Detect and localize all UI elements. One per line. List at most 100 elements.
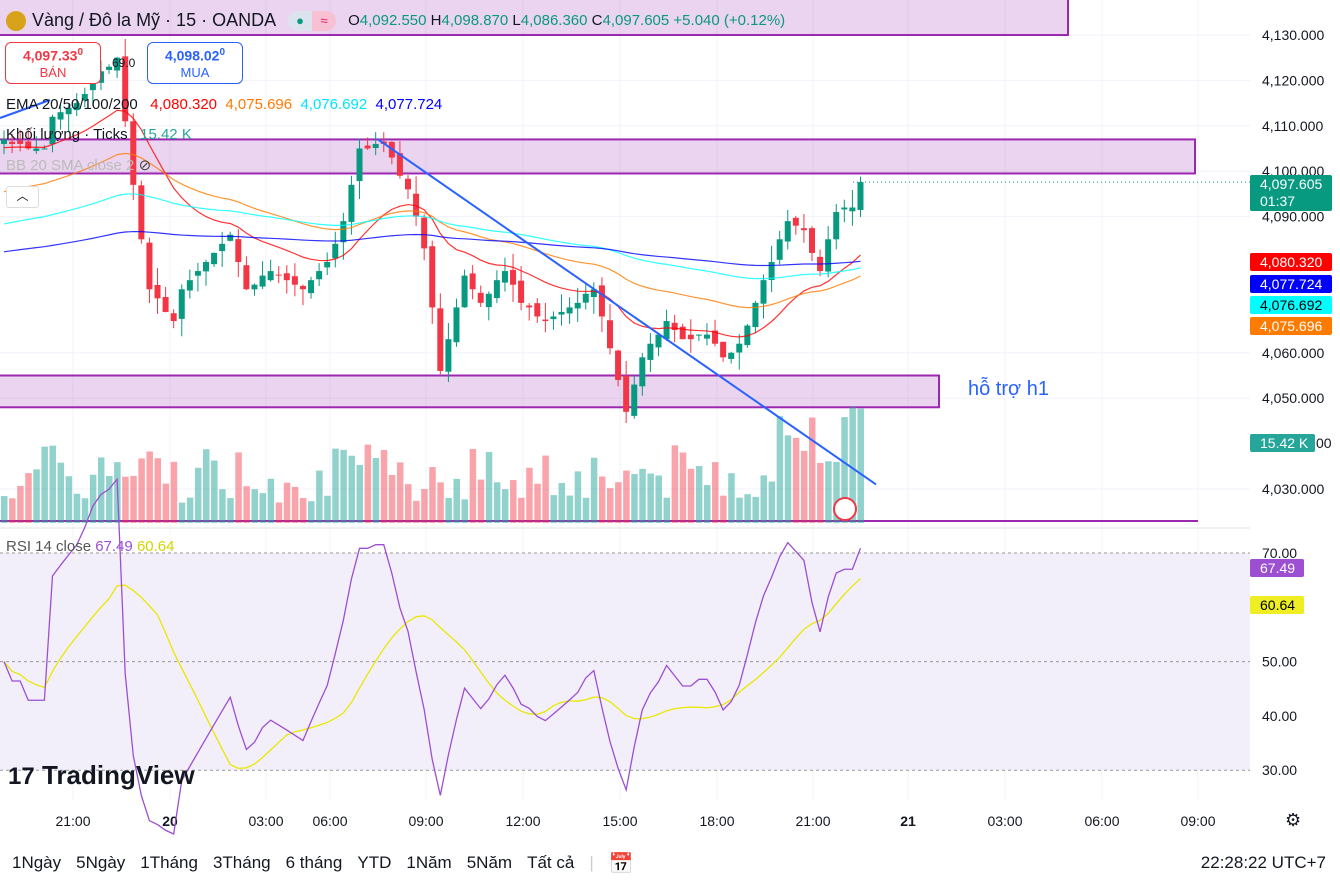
sell-button[interactable]: 4,097.330 BÁN (5, 42, 101, 84)
tradingview-logo[interactable]: 17 TradingView (8, 760, 195, 790)
range-1y[interactable]: 1Năm (406, 853, 452, 872)
candle-body (833, 212, 840, 240)
volume-bar (348, 455, 355, 523)
range-ytd[interactable]: YTD (357, 853, 392, 872)
time-tick: 12:00 (505, 813, 540, 829)
volume-bar (25, 473, 32, 523)
volume-bar (728, 473, 735, 523)
range-all[interactable]: Tất cả (527, 853, 575, 872)
volume-bar (122, 476, 129, 523)
volume-bar (97, 457, 105, 523)
divider: | (589, 853, 594, 872)
candle-body (792, 217, 799, 226)
volume-bar (485, 451, 493, 523)
candle-body (57, 112, 64, 120)
candle-body (703, 334, 710, 339)
candle-body (138, 185, 145, 240)
volume-bar (170, 461, 178, 523)
candle-body (550, 316, 557, 320)
volume-bar (768, 481, 776, 523)
volume-bar (477, 479, 485, 523)
candle-body (291, 276, 298, 285)
range-1d[interactable]: 1Ngày (12, 853, 62, 872)
clock[interactable]: 22:28:22 UTC+7 (1200, 853, 1326, 872)
ema100-line (3, 193, 861, 280)
rsi-tick: 40.00 (1262, 708, 1297, 724)
candle-body (227, 234, 234, 241)
settings-icon[interactable]: ⚙ (1285, 810, 1302, 830)
candle-body (542, 319, 549, 322)
candle-body (122, 56, 129, 122)
symbol-title[interactable]: Vàng / Đô la Mỹ · 15 · OANDA (32, 10, 277, 30)
volume-bar (800, 450, 808, 523)
volume-bar (623, 470, 630, 523)
candle-body (114, 57, 121, 71)
collapse-legend-button[interactable]: ︿ (6, 186, 39, 208)
ema100-label: 4,076.692 (1250, 296, 1332, 314)
rsi-label: 67.49 (1250, 559, 1304, 577)
candle-body (211, 252, 218, 265)
candle-body (712, 330, 719, 344)
candle-body (760, 280, 767, 304)
time-tick: 09:00 (1180, 813, 1215, 829)
candle-body (283, 273, 290, 281)
range-5y[interactable]: 5Năm (466, 853, 513, 872)
rsi-tick: 30.00 (1262, 762, 1297, 778)
volume-bar (703, 485, 711, 523)
volume-bar (712, 462, 719, 523)
candle-body (857, 182, 864, 210)
volume-bar (534, 483, 541, 523)
candle-body (299, 285, 306, 290)
hidden-eye-icon[interactable]: ⊘ (138, 157, 152, 174)
candle-body (81, 94, 88, 101)
volume-bar (550, 495, 557, 523)
ema-legend[interactable]: EMA 20/50/100/200 4,080.320 4,075.696 4,… (6, 96, 443, 113)
rsi-tick: 50.00 (1262, 654, 1297, 670)
time-tick: 06:00 (312, 813, 347, 829)
price-zone (0, 374, 940, 409)
volume-bar (380, 450, 388, 523)
volume-bar (235, 452, 242, 523)
range-1m[interactable]: 1Tháng (140, 853, 198, 872)
volume-bar (752, 496, 759, 523)
candle-body (784, 221, 791, 242)
volume-bar (332, 448, 339, 523)
candle-body (219, 243, 226, 252)
volume-bar (211, 460, 218, 523)
support-annotation[interactable]: hỗ trợ h1 (968, 378, 1049, 400)
candle-body (679, 326, 686, 340)
volume-legend[interactable]: Khối lượng · Ticks 15.42 K (6, 126, 192, 143)
rsi-tick: 70.00 (1262, 545, 1297, 561)
volume-bar (89, 474, 97, 523)
volume-bar (695, 466, 703, 523)
volume-bar (308, 501, 315, 523)
bb-legend[interactable]: BB 20 SMA close 2 ⊘ (6, 157, 152, 174)
rsi-legend[interactable]: RSI 14 close 67.49 60.64 (6, 538, 175, 555)
candle-body (9, 141, 16, 144)
candle-body (566, 307, 573, 314)
volume-label: 15.42 K (1250, 434, 1315, 452)
volume-bar (631, 474, 638, 523)
candle-body (800, 228, 807, 231)
range-6m[interactable]: 6 tháng (285, 853, 343, 872)
buy-button[interactable]: 4,098.020 MUA (147, 42, 243, 84)
market-status[interactable]: ● ≈ (288, 10, 337, 31)
volume-bar (833, 461, 840, 523)
range-5d[interactable]: 5Ngày (76, 853, 126, 872)
volume-bar (461, 499, 469, 523)
candle-body (469, 273, 476, 290)
candle-body (768, 262, 775, 281)
candle-body (598, 285, 605, 317)
range-3m[interactable]: 3Tháng (212, 853, 271, 872)
volume-bar (186, 497, 194, 523)
volume-bar (81, 498, 89, 523)
volume-bar (655, 475, 662, 523)
date-range-icon[interactable]: 📅 (608, 852, 634, 875)
candle-body (485, 293, 492, 308)
candle-body (493, 280, 500, 299)
trendline (377, 138, 877, 486)
volume-bar (178, 502, 186, 523)
volume-bar (49, 445, 56, 523)
candle-body (106, 66, 113, 70)
